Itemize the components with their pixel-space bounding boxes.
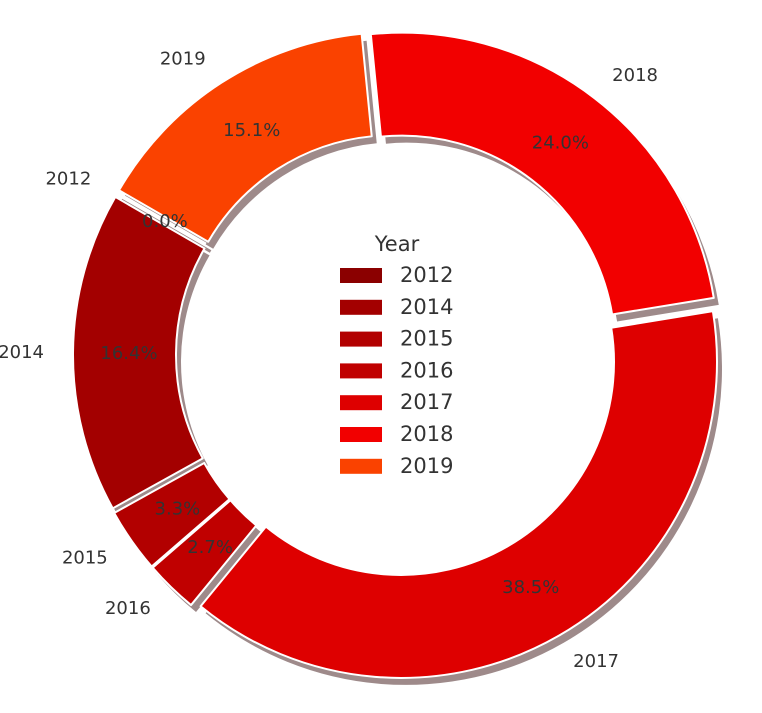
legend-swatch-2016 <box>340 363 382 379</box>
slice-2015-label: 2015 <box>62 547 108 568</box>
slice-2016-percent: 2.7% <box>187 537 233 558</box>
slice-2016 <box>151 499 258 607</box>
legend-swatch-2019 <box>340 458 382 474</box>
slice-2014-percent: 16.4% <box>100 343 157 364</box>
legend-swatch-2014 <box>340 299 382 315</box>
legend-label-2016: 2016 <box>400 358 453 382</box>
slice-2014 <box>72 195 206 510</box>
slice-2012-label: 2012 <box>45 169 91 190</box>
slice-2017-label: 2017 <box>573 651 619 672</box>
slice-2018 <box>369 31 715 316</box>
legend-label-2019: 2019 <box>400 454 453 478</box>
legend-label-2017: 2017 <box>400 390 453 414</box>
slice-2017-percent: 38.5% <box>502 577 559 598</box>
slice-2014-label: 2014 <box>0 342 44 363</box>
legend-label-2014: 2014 <box>400 295 453 319</box>
legend-label-2012: 2012 <box>400 263 453 287</box>
legend: Year 2012 2014 2015 2016 2017 2018 2019 <box>340 232 453 478</box>
slice-2017 <box>199 310 718 679</box>
slice-2015-percent: 3.3% <box>155 499 201 520</box>
slice-2016-label: 2016 <box>105 598 151 619</box>
slice-2019-percent: 15.1% <box>223 120 280 141</box>
slice-2012-percent: 0.0% <box>142 211 188 232</box>
legend-label-2018: 2018 <box>400 422 453 446</box>
legend-swatch-2017 <box>340 395 382 411</box>
slice-2012 <box>115 191 207 247</box>
slice-2019 <box>118 32 373 243</box>
slice-2015 <box>113 461 231 568</box>
legend-swatch-2012 <box>340 268 382 283</box>
legend-swatch-2018 <box>340 427 382 442</box>
slice-2018-label: 2018 <box>612 65 658 86</box>
slice-2019-label: 2019 <box>160 48 206 69</box>
legend-label-2015: 2015 <box>400 327 453 351</box>
legend-swatch-2015 <box>340 331 382 347</box>
year-labels: 2012 2014 2015 2016 2017 2018 2019 <box>0 48 658 672</box>
slice-2018-percent: 24.0% <box>532 133 589 154</box>
percent-labels: 0.0% 16.4% 3.3% 2.7% 38.5% 24.0% 15.1% <box>100 120 589 598</box>
legend-title: Year <box>374 232 420 256</box>
slices <box>72 31 718 679</box>
